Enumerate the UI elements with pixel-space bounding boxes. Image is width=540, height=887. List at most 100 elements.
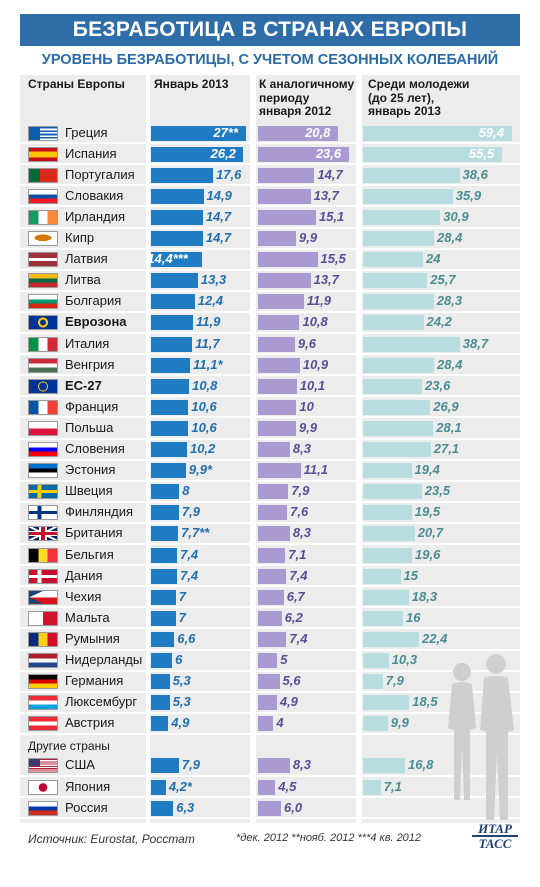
- prev-period-value-label: 23,6: [315, 145, 342, 161]
- header-prev-line-2: периоду: [259, 90, 310, 105]
- prev-period-bar: [258, 484, 289, 500]
- slovenia-flag-icon: [28, 442, 58, 457]
- row-separator: [20, 479, 520, 482]
- youth-bar: [363, 695, 410, 711]
- jan2013-bar: [151, 378, 190, 394]
- prev-period-bar: [258, 547, 286, 563]
- jan2013-value-label: 12,4: [197, 293, 224, 309]
- youth-value-label: 15: [403, 567, 418, 583]
- latvia-flag-icon: [28, 252, 58, 268]
- youth-bar: [363, 484, 422, 500]
- luxembourg-flag-icon: [28, 695, 58, 711]
- country-label: Латвия: [65, 251, 108, 267]
- jan2013-bar: [151, 526, 179, 542]
- country-label: Португалия: [65, 166, 135, 182]
- prev-period-value-label: 8,3: [292, 441, 311, 456]
- youth-value-label: 18,5: [412, 694, 438, 710]
- youth-value-label: 28,3: [436, 293, 463, 309]
- row-separator: [20, 606, 520, 609]
- jan2013-value-label: 6,3: [176, 799, 195, 815]
- youth-bar: [363, 758, 405, 774]
- prev-period-bar: [258, 420, 297, 436]
- jan2013-bar: [151, 294, 195, 310]
- youth-value-label: 16,8: [408, 757, 434, 773]
- row-separator: [20, 775, 520, 777]
- youth-value-label: 59,4: [478, 124, 504, 140]
- row-separator: [20, 711, 520, 714]
- people-silhouette-icon: [448, 654, 514, 820]
- cyprus-flag-icon: [28, 231, 58, 246]
- jan2013-bar: [151, 758, 179, 774]
- romania-flag-icon: [28, 631, 58, 647]
- youth-bar: [363, 125, 512, 141]
- youth-bar: [363, 294, 434, 310]
- russia-flag-icon: [28, 800, 58, 816]
- jan2013-bar: [151, 484, 180, 500]
- jan2013-bar: [151, 568, 178, 584]
- poland-flag-icon: [28, 420, 58, 436]
- jan2013-value-label: 6: [175, 652, 183, 667]
- jan2013-bar: [151, 610, 176, 626]
- jan2013-bar: [151, 231, 203, 246]
- ireland-flag-icon: [28, 209, 58, 225]
- youth-bar: [363, 273, 428, 289]
- jan2013-bar: [151, 463, 186, 479]
- jan2013-value-label: 6,6: [177, 630, 196, 646]
- youth-value-label: 55,5: [468, 145, 495, 161]
- youth-value-label: 16: [406, 609, 421, 625]
- youth-bar: [363, 167, 460, 183]
- row-separator: [20, 585, 520, 588]
- jan2013-bar: [151, 716, 169, 732]
- youth-value-label: 18,3: [411, 588, 438, 604]
- netherlands-flag-icon: [28, 653, 58, 668]
- jan2013-bar: [151, 505, 179, 521]
- country-label: Финляндия: [65, 504, 134, 520]
- country-label: ЕС-27: [65, 377, 102, 393]
- prev-period-value-label: 9,9: [299, 230, 318, 245]
- uk-flag-icon: [28, 526, 58, 542]
- jan2013-value-label: 10,2: [189, 441, 216, 456]
- lithuania-flag-icon: [28, 273, 58, 289]
- prev-period-value-label: 4,9: [279, 694, 298, 710]
- country-label: Япония: [65, 778, 111, 794]
- source-note: Источник: Eurostat, Росстат: [28, 832, 195, 846]
- eurozone-flag-icon: [28, 315, 58, 331]
- country-label: Мальта: [65, 609, 110, 625]
- country-label: Бельгия: [65, 546, 114, 562]
- jan2013-value-label: 14,7: [205, 208, 232, 224]
- header-youth-line-1: Среди молодежи: [368, 77, 470, 91]
- hungary-flag-icon: [28, 357, 58, 373]
- jan2013-bar: [151, 674, 170, 690]
- prev-period-bar: [258, 610, 282, 626]
- jan2013-bar: [151, 146, 244, 162]
- youth-bar: [363, 716, 388, 732]
- jan2013-bar: [151, 547, 178, 563]
- jan2013-value-label: 10,6: [191, 419, 217, 435]
- jan2013-value-label: 7: [178, 588, 186, 604]
- prev-period-value-label: 13,7: [313, 187, 339, 203]
- youth-bar: [363, 231, 434, 246]
- jan2013-value-label: 7: [178, 609, 186, 625]
- prev-period-bar: [258, 231, 297, 246]
- header-countries: Страны Европы: [28, 77, 125, 91]
- prev-period-bar: [258, 674, 280, 690]
- jan2013-value-label: 7,9: [181, 504, 200, 520]
- jan2013-bar: [151, 125, 247, 141]
- logo-line-2: ТАСС: [472, 835, 518, 850]
- youth-value-label: 22,4: [422, 630, 448, 646]
- youth-value-label: 19,4: [414, 462, 440, 478]
- youth-bar: [363, 357, 434, 373]
- prev-period-value-label: 7,6: [290, 504, 309, 520]
- country-label: США: [65, 757, 95, 773]
- jan2013-value-label: 13,3: [200, 272, 227, 288]
- bulgaria-flag-icon: [28, 294, 58, 310]
- youth-value-label: 28,4: [437, 230, 463, 245]
- estonia-flag-icon: [28, 463, 58, 479]
- country-label: Испания: [65, 145, 117, 161]
- youth-bar: [363, 399, 431, 415]
- prev-period-bar: [258, 399, 297, 415]
- prev-period-bar: [258, 589, 284, 605]
- row-separator: [20, 395, 520, 398]
- country-label: Нидерланды: [65, 652, 143, 667]
- country-label: Чехия: [65, 588, 102, 604]
